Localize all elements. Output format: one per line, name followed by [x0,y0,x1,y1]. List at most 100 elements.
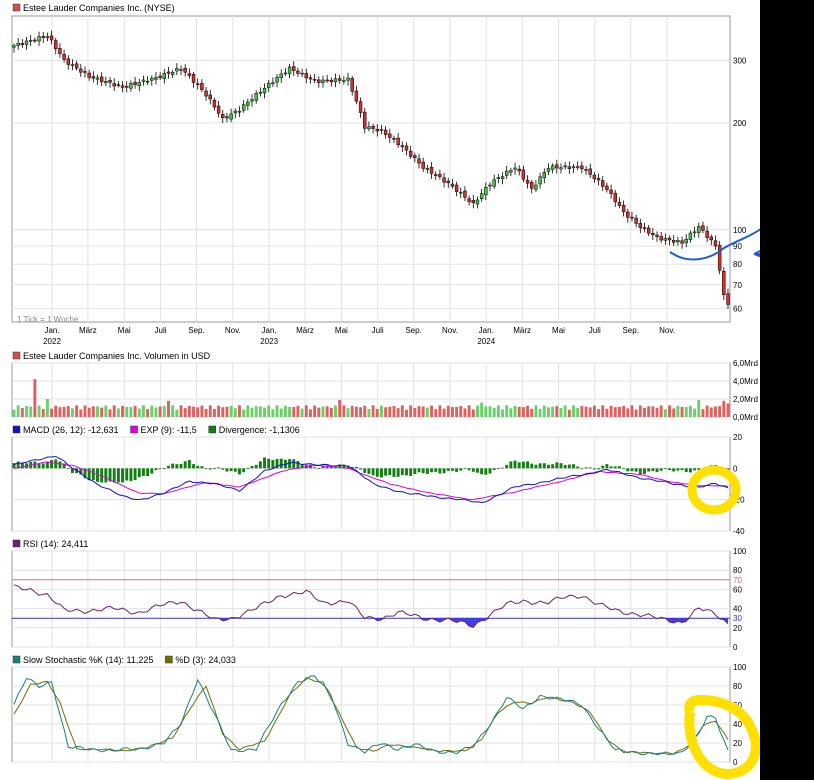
divergence-bar [70,468,74,473]
x-tick-label: Mai [118,326,131,335]
candle-up [237,110,242,113]
candle-down [434,174,438,176]
candle-up [697,226,701,233]
divergence-bar [617,466,621,469]
divergence-bar [396,468,400,477]
volume-bar [62,406,66,417]
candle-up [162,72,167,80]
x-tick-label: Nov. [659,326,675,335]
divergence-bar [288,459,292,469]
candle-down [726,293,730,305]
divergence-bar [375,468,379,477]
divergence-bar [559,463,563,469]
right-black-band [760,0,814,780]
divergence-bar [676,468,680,471]
divergence-bar [171,463,175,469]
volume-bar [709,407,713,417]
candle-down [400,145,405,148]
volume-bar [476,405,479,417]
candle-up [300,72,304,75]
volume-bar [275,405,279,417]
divergence-bar [526,461,530,469]
divergence-bar [455,468,459,472]
candle-up [500,176,505,180]
volume-bar [87,407,91,417]
volume-bar [33,379,37,417]
candle-down [442,177,446,183]
candle-down [125,86,129,88]
divergence-bar [350,466,354,469]
volume-bar [162,406,166,417]
divergence-bar [104,468,108,483]
candle-down [74,63,79,69]
rsi-legend: RSI (14): 24,411 [23,539,88,549]
divergence-bar [572,464,575,469]
divergence-bar [613,466,617,469]
divergence-bar [45,461,49,469]
volume-bar [371,405,375,417]
candle-up [266,82,271,88]
volume-bar [634,409,638,417]
divergence-bar [50,460,54,469]
volume-bar [588,407,592,417]
candle-down [133,81,137,85]
divergence-bar [476,468,479,473]
candle-down [709,236,714,241]
divergence-bar [250,465,254,469]
volume-bar [229,405,233,417]
divergence-bar [54,459,58,469]
candle-down [371,126,375,129]
candle-down [667,237,672,241]
candle-up [571,166,576,169]
rsi-line [13,584,729,628]
candle-down [438,174,442,177]
x-tick-label: Juli [372,326,384,335]
candle-down [722,270,726,295]
candle-down [350,78,354,92]
volume-bar [405,409,408,417]
panel-frame [11,436,731,532]
candle-down [609,189,613,194]
volume-bar [116,408,120,417]
macd-legend-swatch [208,425,216,434]
rsi-tick-label: 40 [733,605,742,614]
candle-up [692,231,697,234]
stochastic-tick-label: 0 [733,758,738,767]
stochastic-legend-swatch [165,655,173,664]
candle-down [642,227,647,229]
x-tick-label: Nov. [225,326,241,335]
candle-up [684,238,688,244]
volume-bar [471,409,475,417]
divergence-bar [79,468,83,475]
candle-up [321,79,325,83]
x-tick-label: März [513,326,531,335]
macd-panel: MACD (26, 12): -12,631 EXP (9): -11,5 Dive… [11,425,745,536]
candle-up [379,129,384,131]
candle-up [459,191,463,194]
divergence-bar [83,468,87,479]
volume-bar [254,406,258,417]
candle-down [584,169,588,171]
volume-bar [697,399,701,417]
candle-up [663,238,668,241]
volume-bar [179,405,183,417]
volume-bar [363,405,367,417]
divergence-bar [108,468,112,482]
divergence-bar [588,467,592,469]
candle-up [479,193,484,199]
candle-down [634,217,638,224]
rsi-tick-label: 30 [733,614,742,623]
divergence-bar [492,468,496,470]
candle-up [175,68,179,72]
divergence-bar [505,464,509,469]
candle-down [58,48,62,54]
candle-up [45,36,50,39]
signal-line [13,461,729,501]
divergence-bar [254,464,258,469]
volume-bar [200,405,204,417]
macd-legend-text: EXP (9): -11,5 [141,425,197,435]
candle-up [241,104,246,111]
rsi-tick-label: 100 [733,547,747,556]
candle-down [204,90,208,97]
volume-bar [396,408,400,417]
